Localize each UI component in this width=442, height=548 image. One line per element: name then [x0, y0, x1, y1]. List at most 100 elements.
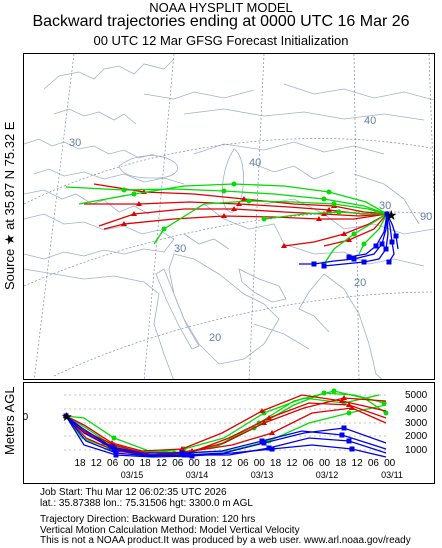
date-label: 03/13 — [251, 470, 274, 480]
hour-label: 18 — [270, 458, 282, 469]
green-trajectory-marker — [246, 198, 252, 204]
hour-label: 18 — [140, 458, 152, 469]
blue-trajectory — [323, 213, 389, 267]
blue-height-trajectory-marker — [109, 444, 115, 450]
map-grid-labels: 40 30 20 40 30 20 30 90 — [69, 115, 432, 344]
green-height-trajectory — [65, 394, 380, 454]
red-trajectory-marker — [236, 201, 242, 206]
blue-trajectory — [386, 213, 399, 250]
blue-trajectory-marker — [311, 261, 317, 267]
green-height-trajectory-marker — [381, 400, 387, 406]
graticule — [24, 54, 434, 379]
coastlines — [24, 58, 434, 379]
green-trajectory-marker — [336, 209, 342, 215]
green-trajectory — [65, 186, 388, 215]
trajectory-direction: Trajectory Direction: Backward Duration:… — [40, 514, 256, 526]
hour-label: 00 — [189, 458, 201, 469]
red-trajectory — [323, 213, 388, 247]
green-height-trajectory-marker — [111, 435, 117, 441]
blue-trajectory-marker — [373, 243, 379, 249]
green-trajectory-marker — [221, 188, 227, 194]
blue-height-trajectory — [65, 415, 387, 454]
start-height-label: 3300 — [24, 412, 29, 423]
green-trajectory — [78, 183, 388, 215]
vertical-motion-method: Vertical Motion Calculation Method: Mode… — [40, 524, 300, 536]
date-label: 03/15 — [121, 470, 144, 480]
blue-height-trajectory-marker — [346, 438, 352, 444]
lon-label-30: 30 — [69, 137, 81, 149]
blue-trajectory-marker — [379, 241, 385, 247]
hour-label: 12 — [352, 458, 364, 469]
model-name: NOAA HYSPLIT MODEL — [149, 0, 293, 15]
lon-label-90: 90 — [420, 211, 432, 223]
blue-height-trajectory-marker — [259, 438, 265, 444]
red-height-trajectory-marker — [341, 395, 347, 400]
blue-height-trajectory-marker — [341, 425, 347, 431]
blue-height-trajectory-marker — [113, 452, 119, 458]
lat-label-30-mid: 30 — [174, 243, 186, 255]
y-tick-2000: 2000 — [405, 431, 428, 442]
map-canvas: 40 30 20 40 30 20 30 90 ★ — [24, 54, 434, 379]
green-trajectory-marker — [231, 181, 237, 187]
lat-label-40-mid: 40 — [249, 157, 261, 169]
green-trajectory-marker — [361, 241, 367, 247]
hour-label: 06 — [368, 458, 380, 469]
green-trajectory-marker — [331, 201, 337, 207]
lat-label-30-east: 30 — [379, 200, 391, 212]
red-trajectory — [98, 208, 388, 227]
job-start: Job Start: Thu Mar 12 06:02:35 UTC 2026 — [40, 487, 227, 498]
red-height-trajectory-marker — [109, 440, 115, 445]
green-trajectory — [153, 200, 388, 245]
trajectory-map: 40 30 20 40 30 20 30 90 ★ — [23, 53, 435, 380]
green-trajectory-marker — [326, 189, 332, 195]
hour-label: 12 — [91, 458, 103, 469]
red-trajectory-marker — [131, 211, 137, 216]
height-profile-panel: 5000 4000 3000 2000 1000 3300 1812060018… — [6, 382, 435, 484]
page-subtitle: 00 UTC 12 Mar GFSG Forecast Initializati… — [93, 33, 349, 48]
red-trajectory-marker — [241, 196, 247, 201]
blue-height-trajectory-marker — [186, 452, 192, 458]
red-trajectory-marker — [121, 221, 127, 226]
lat-label-40-east: 40 — [364, 115, 376, 127]
hour-label: 12 — [286, 458, 298, 469]
red-height-trajectory-marker — [179, 446, 185, 451]
green-height-trajectory-marker — [346, 410, 352, 416]
red-height-trajectory-marker — [349, 405, 355, 410]
lat-label-20-mid: 20 — [209, 332, 221, 344]
y-tick-3000: 3000 — [405, 418, 428, 429]
hour-label: 06 — [237, 458, 249, 469]
hour-label: 18 — [205, 458, 217, 469]
y-tick-1000: 1000 — [405, 445, 428, 456]
red-trajectory-marker — [316, 216, 322, 221]
red-height-trajectory-marker — [346, 402, 352, 407]
hour-label: 00 — [254, 458, 266, 469]
green-height-trajectory-marker — [331, 388, 337, 394]
blue-height-trajectory-marker — [179, 450, 185, 456]
hour-label: 06 — [107, 458, 119, 469]
blue-height-trajectory — [65, 415, 387, 458]
blue-trajectory-marker — [321, 263, 327, 269]
green-trajectory — [358, 213, 388, 255]
blue-trajectory-marker — [351, 256, 357, 262]
hour-label: 18 — [335, 458, 347, 469]
red-height-trajectory-marker — [259, 408, 265, 413]
green-trajectory-marker — [321, 196, 327, 202]
height-gridlines — [64, 394, 389, 451]
height-canvas: 5000 4000 3000 2000 1000 3300 1812060018… — [6, 388, 428, 480]
green-trajectory-marker — [261, 216, 267, 222]
red-trajectory-marker — [346, 237, 352, 242]
blue-trajectory-marker — [346, 254, 352, 260]
red-height-trajectory-marker — [266, 415, 272, 420]
blue-height-trajectory-marker — [349, 446, 355, 452]
green-trajectory-marker — [351, 231, 357, 237]
red-trajectory-marker — [136, 201, 142, 206]
red-height-trajectory-marker — [261, 420, 267, 425]
source-location-label: Source ★ at 35.87 N 75.32 E — [2, 121, 17, 290]
red-trajectory-marker — [221, 213, 227, 218]
red-trajectory — [103, 213, 388, 230]
y-tick-4000: 4000 — [405, 404, 428, 415]
height-start-star-icon: ★ — [61, 409, 73, 424]
hour-label: 06 — [172, 458, 184, 469]
hour-label: 06 — [303, 458, 315, 469]
blue-height-trajectory-marker — [63, 413, 69, 419]
